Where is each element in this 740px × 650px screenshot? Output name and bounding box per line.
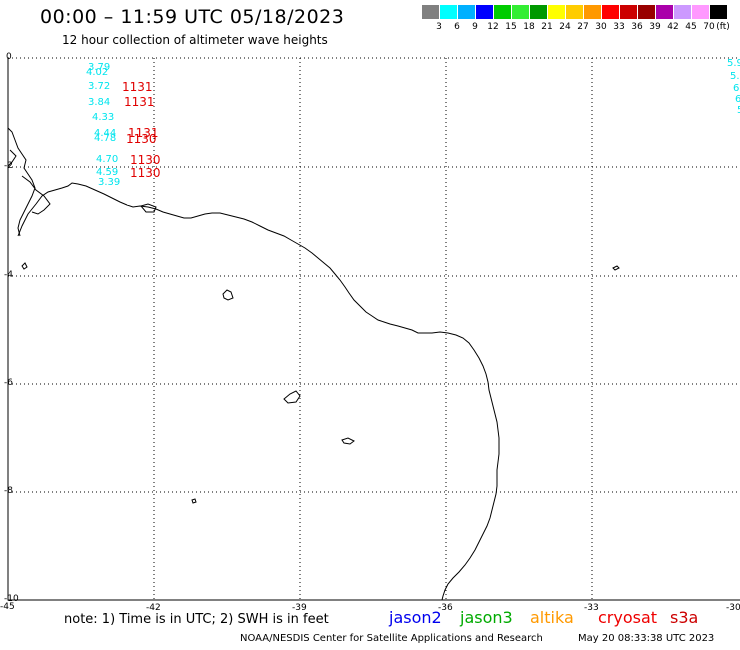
latitude-tick-label: -6 [4, 378, 13, 388]
latitude-tick-label: 0 [6, 52, 12, 62]
legend-swatch [710, 5, 727, 19]
wave-height-label: 3.84 [88, 97, 111, 108]
wave-height-label: 4.44 [94, 128, 117, 139]
legend-swatch [620, 5, 637, 19]
satellite-name-jason3: jason3 [460, 608, 513, 627]
island-5 [21, 262, 28, 270]
legend-swatch [440, 5, 457, 19]
island-1 [222, 289, 234, 301]
legend-bin-label: 33 [613, 22, 625, 32]
map-title: 00:00 – 11:59 UTC 05/18/2023 [40, 6, 345, 28]
wave-height-label: 3.72 [88, 81, 111, 92]
legend-swatch [458, 5, 475, 19]
legend-swatch [566, 5, 583, 19]
legend-swatch [602, 5, 619, 19]
map-frame [7, 58, 740, 601]
satellite-name-jason2: jason2 [389, 608, 442, 627]
legend-swatch [530, 5, 547, 19]
legend-swatch [422, 5, 439, 19]
longitude-tick-label: -30 [726, 603, 740, 613]
legend-bin-label: 39 [649, 22, 661, 32]
wave-height-label: 4.33 [92, 112, 115, 123]
legend-bin-label: 42 [667, 22, 679, 32]
legend-bin-label: 70 [703, 22, 715, 32]
legend-swatch [512, 5, 529, 19]
legend-swatch [584, 5, 601, 19]
legend-swatch [638, 5, 655, 19]
pass-time-label: 1130 [130, 153, 161, 167]
pass-time-label: 1131 [124, 95, 155, 109]
wave-height-label: 3.79 [88, 62, 111, 73]
wave-height-label: 4.02 [86, 67, 109, 78]
latitude-tick-label: -2 [4, 161, 13, 171]
legend-bin-label: 30 [595, 22, 607, 32]
coastline-brazil [17, 182, 500, 601]
legend-bin-label: 9 [472, 22, 478, 32]
legend-bin-label: 21 [541, 22, 553, 32]
graticule [8, 57, 740, 600]
legend-unit: (ft) [716, 22, 730, 32]
legend-bin-label: 18 [523, 22, 535, 32]
island-4 [612, 265, 620, 271]
legend-bin-label: 12 [487, 22, 499, 32]
legend-swatch [548, 5, 565, 19]
legend-bin-label: 36 [631, 22, 643, 32]
pass-time-label: 1130 [126, 132, 157, 146]
wave-height-label: 5 [737, 106, 740, 116]
legend-swatch [656, 5, 673, 19]
longitude-tick-label: -36 [438, 603, 453, 613]
wave-height-label: 6 [735, 94, 740, 105]
wave-height-label: 3.39 [98, 177, 121, 188]
island-2 [283, 390, 301, 404]
wave-height-label: 4.78 [94, 133, 117, 144]
legend-bin-label: 15 [505, 22, 517, 32]
longitude-tick-label: -33 [584, 603, 599, 613]
wave-height-label: 4.59 [96, 167, 119, 178]
map-subtitle: 12 hour collection of altimeter wave hei… [62, 33, 328, 47]
latitude-tick-label: -8 [4, 486, 13, 496]
legend-bin-label: 27 [577, 22, 589, 32]
latitude-tick-label: -4 [4, 270, 13, 280]
coastline-north-islands [7, 127, 51, 237]
footer-note: note: 1) Time is in UTC; 2) SWH is in fe… [64, 612, 329, 627]
legend-bin-label: 45 [685, 22, 697, 32]
legend-swatch [692, 5, 709, 19]
satellite-name-s3a: s3a [670, 608, 699, 627]
wave-height-label: 4.70 [96, 154, 119, 165]
legend-swatch [674, 5, 691, 19]
pass-time-label: 1131 [128, 126, 159, 140]
wave-height-label: 5. [730, 71, 740, 82]
latitude-tick-label: -10 [4, 594, 19, 604]
legend-swatch [494, 5, 511, 19]
longitude-tick-label: -42 [146, 603, 161, 613]
legend-bin-label: 3 [436, 22, 442, 32]
pass-time-label: 1130 [130, 166, 161, 180]
legend-bin-label: 6 [454, 22, 460, 32]
wave-height-label: 6 [733, 83, 740, 94]
island-3 [341, 437, 355, 445]
pass-time-label: 1131 [122, 80, 153, 94]
satellite-name-altika: altika [530, 608, 574, 627]
island-6 [191, 498, 197, 504]
island-7 [140, 203, 157, 213]
satellite-name-cryosat: cryosat [598, 608, 658, 627]
longitude-tick-label: -39 [292, 603, 307, 613]
timestamp-text: May 20 08:33:38 UTC 2023 [578, 633, 715, 644]
wave-height-label: 5.9 [727, 58, 740, 69]
longitude-tick-label: -45 [0, 602, 15, 612]
legend-swatch [476, 5, 493, 19]
legend-bin-label: 24 [559, 22, 571, 32]
credit-text: NOAA/NESDIS Center for Satellite Applica… [240, 633, 543, 644]
